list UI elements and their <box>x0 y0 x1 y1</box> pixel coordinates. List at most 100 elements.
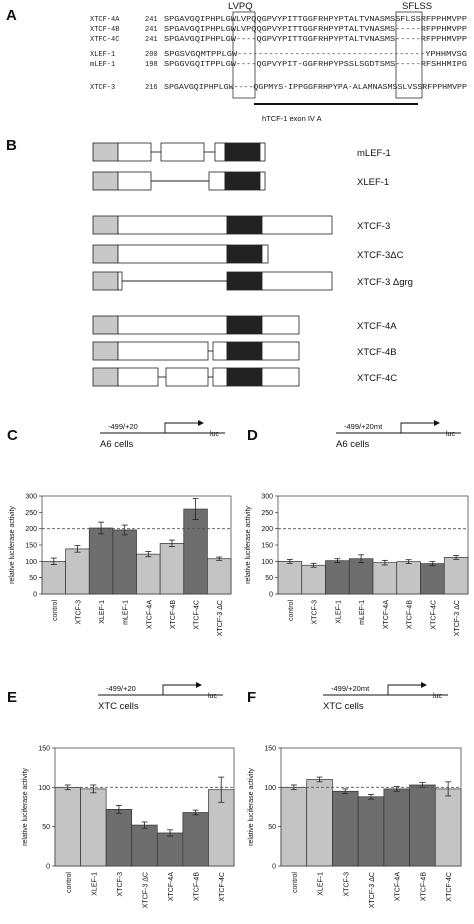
n-terminal-domain <box>92 244 119 264</box>
seq-residues: SPGAVGQIPHPLGW----QGPMYS-IPPGGFRHPYPA-AL… <box>164 84 467 92</box>
y-tick-label: 250 <box>25 510 37 517</box>
protein-segment <box>212 367 228 387</box>
x-tick-label: XTCF-3 <box>75 600 82 625</box>
construct-label: XTCF-4C <box>357 373 397 384</box>
bar <box>54 786 81 867</box>
bar <box>280 786 308 867</box>
construct-label: XTCF-3 Δgrg <box>357 277 413 288</box>
y-tick-label: 200 <box>25 526 37 533</box>
construct-row: XTCF-4C <box>92 367 397 387</box>
promoter-label: -499/+20 <box>108 422 138 431</box>
protein-segment <box>261 271 333 291</box>
promoter-label: -499/+20mt <box>344 422 383 431</box>
y-tick-label: 300 <box>25 494 37 501</box>
x-tick-label: XTCF-4B <box>170 600 177 630</box>
x-tick-label: XTCF-4C <box>446 872 453 902</box>
y-tick-label: 150 <box>38 746 50 753</box>
n-terminal-domain <box>92 315 119 335</box>
construct-label: XTCF-3ΔC <box>357 250 404 261</box>
n-terminal-domain <box>92 271 119 291</box>
seq-residues: SPGSVGQMTPPLGW--------------------------… <box>164 51 467 59</box>
x-tick-label: XLEF-1 <box>318 872 325 896</box>
promoter-label: -499/+20 <box>106 684 136 693</box>
reporter-label: luc <box>208 693 217 700</box>
arrow-head-icon <box>434 420 440 426</box>
n-terminal-domain <box>92 171 119 191</box>
bar <box>301 564 326 595</box>
construct-label: XLEF-1 <box>357 177 389 188</box>
bar <box>131 824 158 867</box>
x-tick-label: control <box>52 600 59 621</box>
seq-residues: SPGAVGQIPHPLGWLVPQQGPVYPITTGGFRHPYPTALTV… <box>164 26 467 34</box>
protein-segment <box>261 244 269 264</box>
y-axis-label: relative luciferase activity <box>248 768 255 846</box>
y-tick-label: 100 <box>264 785 276 792</box>
panel-letter: D <box>247 427 258 444</box>
panel-a-letter: A <box>6 7 17 24</box>
x-tick-label: XTCF-4C <box>194 600 201 630</box>
construct-label: mLEF-1 <box>357 148 391 159</box>
y-tick-label: 50 <box>268 824 276 831</box>
n-terminal-domain <box>92 215 119 235</box>
bar <box>156 832 184 867</box>
hmg-box-domain <box>226 215 263 235</box>
bar <box>383 788 410 867</box>
x-tick-label: mLEF-1 <box>359 600 366 625</box>
reporter-schematic: -499/+20mt luc XTC cells <box>323 682 448 712</box>
transcription-start-arrow <box>162 684 196 695</box>
seq-name: XLEF-1 <box>90 51 115 59</box>
protein-segment <box>261 315 300 335</box>
x-tick-label: control <box>292 872 299 893</box>
protein-segment <box>214 142 226 162</box>
seq-position: 216 <box>145 84 158 92</box>
x-tick-label: XTCF-3 ΔC <box>369 872 376 908</box>
bar <box>420 563 445 595</box>
bar <box>159 543 185 595</box>
bar <box>443 557 469 595</box>
n-terminal-domain <box>92 367 119 387</box>
panel-b: B mLEF-1 XLEF-1 XTCF-3 XTCF-3ΔC XTCF-3 Δgrg X… <box>6 137 413 387</box>
y-tick-label: 0 <box>272 864 276 871</box>
x-tick-label: XLEF-1 <box>335 600 342 624</box>
bar <box>80 788 107 867</box>
construct-row: XTCF-3 Δgrg <box>92 271 413 291</box>
bar <box>357 796 385 867</box>
panel-letter: F <box>247 689 256 706</box>
seq-position: 241 <box>145 26 158 34</box>
y-axis-label: relative luciferase activity <box>22 768 29 846</box>
y-tick-label: 50 <box>265 575 273 582</box>
panel-letter: E <box>7 689 17 706</box>
protein-segment <box>165 367 209 387</box>
seq-name: XTFC-4C <box>90 36 119 44</box>
construct-label: XTCF-4B <box>357 347 397 358</box>
x-tick-label: XTCF-4A <box>383 600 390 630</box>
bar <box>277 560 303 595</box>
bar <box>348 558 374 595</box>
bar <box>434 788 462 867</box>
motif-lvpq-label: LVPQ <box>228 1 253 12</box>
y-tick-label: 150 <box>264 746 276 753</box>
y-tick-label: 150 <box>25 543 37 550</box>
x-tick-label: XTCF-3 ΔC <box>217 600 224 636</box>
reporter-label: luc <box>433 693 442 700</box>
cell-line-label: A6 cells <box>100 439 134 450</box>
bar <box>306 779 333 867</box>
x-tick-label: XLEF-1 <box>91 872 98 896</box>
protein-segment <box>261 367 300 387</box>
hmg-box-domain <box>226 367 263 387</box>
construct-label: XTCF-3 <box>357 221 390 232</box>
y-tick-label: 100 <box>261 559 273 566</box>
x-tick-label: XTCF-4B <box>420 872 427 902</box>
exon-label: hTCF-1 exon IV A <box>262 114 322 123</box>
x-tick-label: XLEF-1 <box>99 600 106 624</box>
sequence-alignment: XTCF-4A 241 SPGAVGQIPHPLGWLVPQQGPVYPITTGGF… <box>90 16 467 92</box>
hmg-box-domain <box>226 271 263 291</box>
y-tick-label: 0 <box>33 592 37 599</box>
motif-sflss-label: SFLSS <box>402 1 432 12</box>
bar <box>183 508 208 595</box>
x-tick-label: XTCF-3 ΔC <box>454 600 461 636</box>
protein-segment <box>117 271 123 291</box>
seq-name: XTCF-4B <box>90 26 119 34</box>
bar <box>88 527 114 595</box>
